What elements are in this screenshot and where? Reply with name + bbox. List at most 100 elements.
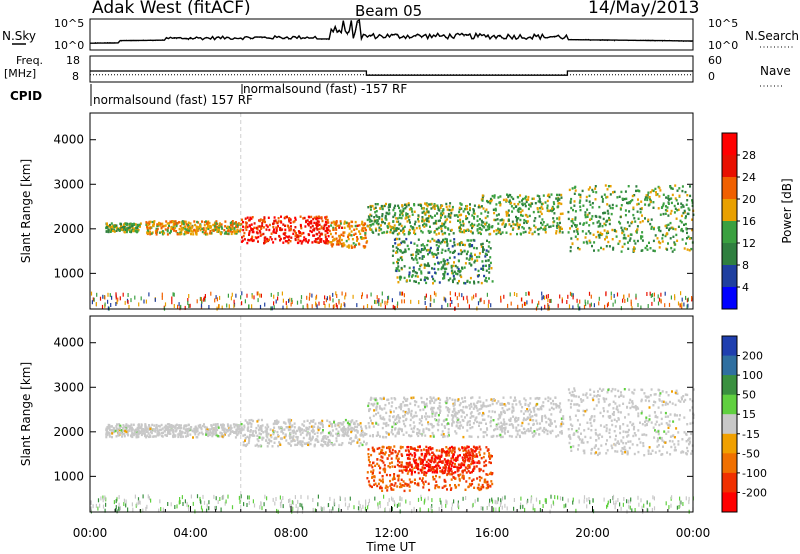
range-cell bbox=[266, 433, 269, 436]
range-cell bbox=[414, 403, 417, 407]
range-cell bbox=[403, 489, 406, 493]
range-cell bbox=[644, 198, 646, 201]
range-cell bbox=[273, 301, 275, 306]
range-cell bbox=[115, 426, 118, 429]
range-cell bbox=[120, 429, 123, 432]
range-cell bbox=[485, 280, 488, 283]
range-cell bbox=[252, 434, 255, 437]
range-cell bbox=[624, 190, 627, 193]
range-cell bbox=[371, 476, 373, 479]
range-cell bbox=[649, 200, 652, 203]
range-cell bbox=[395, 415, 398, 418]
range-cell bbox=[247, 441, 250, 445]
range-cell bbox=[651, 301, 653, 306]
range-cell bbox=[112, 426, 115, 430]
range-cell bbox=[524, 197, 527, 200]
range-cell bbox=[687, 207, 690, 210]
range-cell bbox=[244, 299, 246, 304]
range-cell bbox=[378, 226, 381, 229]
range-cell bbox=[226, 303, 228, 308]
range-cell bbox=[410, 412, 413, 415]
range-cell bbox=[610, 212, 613, 216]
range-cell bbox=[221, 428, 224, 431]
range-cell bbox=[399, 485, 401, 489]
range-cell bbox=[567, 210, 570, 214]
range-cell bbox=[178, 302, 180, 307]
range-cell bbox=[323, 440, 325, 443]
range-cell bbox=[227, 434, 230, 437]
range-cell bbox=[353, 233, 356, 236]
range-cell bbox=[394, 398, 397, 401]
range-cell bbox=[440, 212, 443, 215]
range-cell bbox=[366, 471, 369, 474]
range-cell bbox=[639, 221, 642, 224]
range-cell bbox=[295, 234, 298, 237]
range-cell bbox=[132, 229, 135, 233]
range-cell bbox=[478, 412, 481, 415]
range-cell bbox=[500, 218, 503, 222]
range-cell bbox=[166, 233, 169, 236]
range-cell bbox=[588, 224, 591, 227]
range-cell bbox=[188, 224, 191, 228]
range-cell bbox=[449, 302, 451, 307]
range-cell bbox=[677, 301, 680, 306]
range-cell bbox=[435, 418, 438, 422]
range-cell bbox=[480, 457, 483, 460]
range-cell bbox=[258, 229, 261, 233]
range-cell bbox=[226, 225, 229, 228]
range-cell bbox=[524, 230, 527, 234]
range-cell bbox=[450, 451, 453, 454]
range-cell bbox=[111, 295, 113, 300]
range-cell bbox=[451, 410, 454, 413]
range-cell bbox=[460, 252, 463, 256]
range-cell bbox=[589, 218, 591, 221]
range-cell bbox=[457, 219, 459, 222]
range-cell bbox=[181, 228, 184, 231]
range-cell bbox=[263, 220, 266, 223]
range-cell bbox=[313, 432, 316, 435]
range-cell bbox=[407, 216, 410, 219]
range-cell bbox=[147, 232, 149, 235]
range-cell bbox=[561, 420, 564, 424]
range-cell bbox=[420, 244, 423, 247]
range-cell bbox=[259, 427, 262, 430]
range-cell bbox=[365, 433, 368, 436]
range-cell bbox=[447, 261, 450, 265]
range-cell bbox=[469, 254, 472, 257]
range-cell bbox=[445, 298, 447, 303]
range-cell bbox=[255, 431, 257, 434]
range-cell bbox=[307, 432, 310, 435]
range-cell bbox=[661, 237, 664, 240]
range-cell bbox=[218, 226, 221, 230]
range-cell bbox=[439, 242, 442, 245]
range-cell bbox=[384, 451, 387, 454]
range-cell bbox=[609, 185, 612, 188]
range-cell bbox=[544, 201, 547, 204]
range-cell bbox=[379, 207, 382, 210]
range-cell bbox=[166, 230, 169, 233]
range-cell bbox=[106, 222, 108, 225]
range-cell bbox=[223, 433, 226, 436]
range-cell bbox=[206, 427, 208, 430]
range-cell bbox=[368, 409, 370, 413]
range-cell bbox=[296, 438, 299, 442]
freq-label-1: Freq. bbox=[16, 54, 43, 67]
range-cell bbox=[454, 264, 457, 268]
range-cell bbox=[204, 229, 207, 233]
range-cell bbox=[601, 200, 604, 203]
range-cell bbox=[251, 294, 253, 299]
range-cell bbox=[560, 202, 563, 206]
range-cell bbox=[439, 225, 442, 228]
range-cell bbox=[473, 261, 476, 264]
range-cell bbox=[260, 233, 263, 236]
range-cell bbox=[433, 457, 436, 461]
range-cell bbox=[338, 235, 341, 238]
range-cell bbox=[434, 412, 437, 415]
range-cell bbox=[483, 418, 486, 421]
range-cell bbox=[143, 299, 145, 304]
range-cell bbox=[136, 428, 139, 431]
range-cell bbox=[373, 479, 376, 482]
range-cell bbox=[134, 229, 137, 232]
range-cell bbox=[288, 425, 291, 429]
range-cell bbox=[628, 239, 631, 242]
